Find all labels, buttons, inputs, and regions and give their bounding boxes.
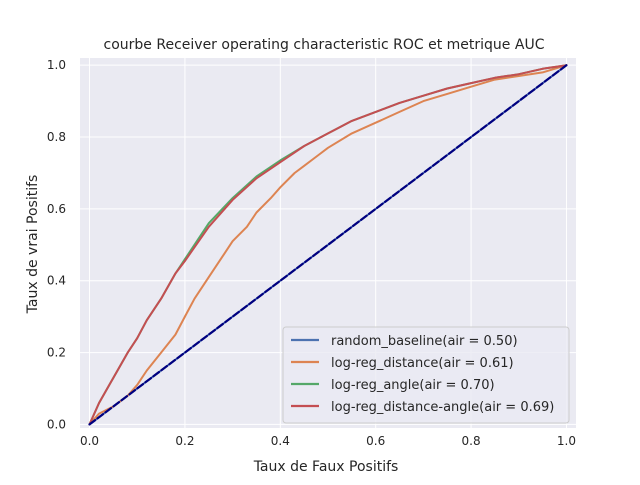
y-tick-label: 0.8	[47, 130, 66, 144]
legend-label: log-reg_distance-angle(air = 0.69)	[331, 400, 554, 415]
y-tick-label: 0.2	[47, 346, 66, 360]
series-line-4	[88, 64, 568, 426]
y-axis-label: Taux de vrai Positifs	[25, 175, 41, 315]
x-tick-label: 0.4	[271, 434, 290, 448]
y-tick-label: 1.0	[47, 58, 66, 72]
x-axis-label: Taux de Faux Positifs	[253, 459, 399, 475]
legend: random_baseline(air = 0.50) log-reg_dista…	[282, 326, 570, 424]
y-tick-label: 0.6	[47, 202, 66, 216]
x-tick-label: 1.0	[557, 434, 576, 448]
x-tick-labels: 0.0 0.2 0.4 0.6 0.8 1.0	[80, 434, 576, 448]
y-tick-labels: 0.0 0.2 0.4 0.6 0.8 1.0	[47, 58, 66, 431]
legend-box	[282, 326, 570, 424]
x-tick-label: 0.2	[175, 434, 194, 448]
x-tick-label: 0.6	[366, 434, 385, 448]
legend-label: random_baseline(air = 0.50)	[331, 334, 518, 349]
y-tick-label: 0.0	[47, 417, 66, 431]
x-tick-label: 0.8	[462, 434, 481, 448]
legend-label: log-reg_angle(air = 0.70)	[331, 378, 495, 393]
diagonal-reference-line	[88, 64, 568, 426]
x-tick-label: 0.0	[80, 434, 99, 448]
series-layer	[88, 64, 568, 426]
chart-title: courbe Receiver operating characteristic…	[104, 37, 545, 53]
series-line-2	[88, 64, 568, 426]
legend-label: log-reg_distance(air = 0.61)	[331, 356, 514, 371]
y-tick-label: 0.4	[47, 274, 66, 288]
